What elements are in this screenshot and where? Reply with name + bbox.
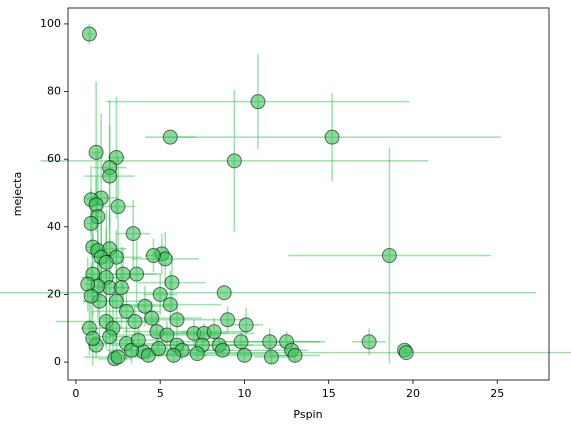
- point: [164, 275, 180, 291]
- point: [361, 334, 377, 350]
- point: [83, 288, 99, 304]
- point: [98, 254, 114, 270]
- y-axis-label: mejecta: [11, 172, 24, 216]
- point: [324, 129, 340, 145]
- point: [263, 349, 279, 365]
- point: [137, 298, 153, 314]
- point: [215, 342, 231, 358]
- point: [81, 26, 97, 42]
- x-tick-label: 0: [72, 387, 79, 400]
- x-tick-label: 25: [490, 387, 504, 400]
- point: [398, 345, 414, 361]
- axes-frame: [67, 7, 550, 381]
- point: [130, 332, 146, 348]
- point: [162, 129, 178, 145]
- point: [83, 215, 99, 231]
- point: [110, 349, 126, 365]
- point: [226, 153, 242, 169]
- y-tick-label: 80: [47, 85, 61, 98]
- point: [206, 324, 222, 340]
- point: [85, 330, 101, 346]
- x-tick-label: 20: [406, 387, 420, 400]
- point: [169, 312, 185, 328]
- point: [102, 329, 118, 345]
- point: [189, 346, 205, 362]
- point: [233, 334, 249, 350]
- point: [151, 341, 167, 357]
- point: [129, 266, 145, 282]
- x-axis-label: Pspin: [293, 408, 322, 421]
- point: [166, 347, 182, 363]
- point: [125, 226, 141, 242]
- point: [127, 313, 143, 329]
- point: [118, 303, 134, 319]
- y-tick-label: 100: [40, 17, 61, 30]
- point: [152, 286, 168, 302]
- point: [159, 327, 175, 343]
- y-tick-label: 20: [47, 287, 61, 300]
- point: [381, 248, 397, 264]
- point: [238, 317, 254, 333]
- x-tick-label: 15: [322, 387, 336, 400]
- point: [262, 334, 278, 350]
- y-tick-label: 40: [47, 220, 61, 233]
- point: [216, 285, 232, 301]
- point: [115, 266, 131, 282]
- point: [108, 293, 124, 309]
- point: [220, 312, 236, 328]
- x-tick-label: 10: [237, 387, 251, 400]
- x-tick-label: 5: [157, 387, 164, 400]
- point: [287, 347, 303, 363]
- y-tick-label: 60: [47, 152, 61, 165]
- point: [113, 280, 129, 296]
- point: [250, 94, 266, 110]
- point: [236, 347, 252, 363]
- point: [102, 168, 118, 184]
- point: [144, 310, 160, 326]
- point: [88, 144, 104, 160]
- point: [110, 199, 126, 215]
- y-tick-label: 0: [54, 355, 61, 368]
- point: [145, 248, 161, 264]
- point: [162, 297, 178, 313]
